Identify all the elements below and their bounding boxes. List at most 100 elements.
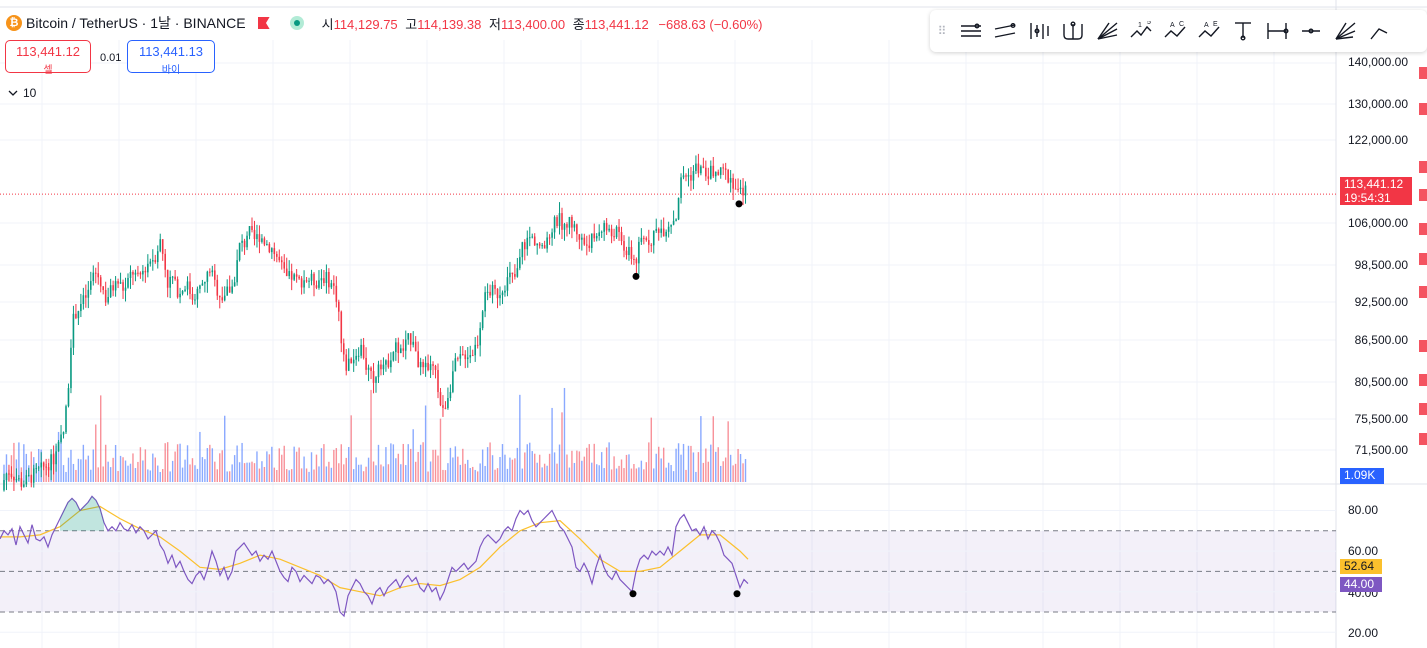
volume-bar [335, 448, 338, 482]
indicator-toggle[interactable]: 10 [5, 84, 39, 102]
volume-bar [561, 412, 563, 482]
candle-body [147, 263, 149, 273]
volume-bar [370, 389, 372, 482]
volume-bar [563, 387, 566, 482]
candle-body [538, 243, 541, 246]
candle-body [667, 226, 670, 232]
volume-bar [206, 448, 209, 482]
volume-bar [95, 424, 97, 482]
volume-bar [459, 464, 462, 482]
sell-button[interactable]: 113,441.12 셀 [5, 40, 91, 76]
candle-body [30, 475, 33, 483]
price-label-9: 71,500.00 [1354, 443, 1408, 457]
volume-bar [330, 467, 333, 482]
fib-retracement-icon[interactable] [1026, 18, 1052, 44]
candle-body [615, 226, 618, 238]
gann-fan-icon[interactable] [1094, 18, 1120, 44]
volume-bar [729, 454, 732, 482]
candle-body [682, 175, 685, 178]
pen-icon[interactable] [1366, 18, 1392, 44]
candle-body [613, 236, 615, 238]
volume-bar [211, 448, 214, 482]
candle-body [506, 277, 509, 291]
candle-body [516, 268, 519, 277]
candle-body [526, 237, 529, 250]
candle-body [231, 286, 233, 293]
volume-bar [293, 446, 295, 482]
volume-bar [288, 470, 290, 482]
volume-bar [25, 453, 28, 482]
buy-button[interactable]: 113,441.13 바이 [127, 40, 215, 76]
buy-label: 바이 [161, 65, 181, 76]
volume-bar [169, 471, 171, 482]
horizontal-lines-icon[interactable] [958, 18, 984, 44]
candle-body [288, 271, 290, 277]
candle-body [216, 279, 219, 296]
candle-body [665, 231, 667, 237]
drag-handle-icon[interactable]: ⠿ [937, 24, 947, 38]
candle-body [92, 272, 95, 282]
volume-bar [615, 468, 618, 482]
volume-bar [13, 442, 15, 482]
volume-bar [97, 467, 99, 482]
volume-bar [509, 457, 511, 482]
volume-bar [199, 431, 201, 482]
volume-bar [662, 447, 665, 482]
volume-bar [377, 444, 380, 482]
axis-marker [1419, 67, 1427, 79]
volume-bar [640, 460, 643, 482]
candle-body [52, 454, 55, 465]
svg-text:A: A [1204, 22, 1209, 29]
candle-body [80, 303, 82, 312]
volume-bar [484, 465, 486, 482]
volume-bar [268, 454, 271, 482]
volume-bar [385, 447, 387, 482]
volume-bar [362, 471, 365, 482]
candle-body [94, 272, 97, 274]
volume-bar [286, 469, 288, 482]
price-label-5: 92,500.00 [1354, 295, 1408, 309]
candle-body [352, 359, 355, 364]
candle-body [638, 241, 640, 264]
change-value: −688.63 (−0.60%) [658, 16, 763, 32]
candle-body [263, 238, 266, 245]
candle-body [595, 236, 598, 239]
rsi-ma-tag: 52.64 [1340, 559, 1382, 574]
candle-body [625, 250, 628, 256]
symbol-title[interactable]: Bitcoin / TetherUS · 1날 · BINANCE [26, 15, 246, 31]
volume-bar [692, 452, 695, 482]
volume-bar [181, 467, 184, 482]
candle-body [273, 248, 276, 255]
volume-bar [303, 456, 305, 482]
candle-body [687, 175, 690, 177]
svg-text:5: 5 [1147, 21, 1151, 26]
candle-body [285, 268, 288, 277]
candle-body [57, 441, 60, 452]
close-label: 종 [572, 16, 585, 32]
candle-body [112, 285, 114, 291]
parallel-channel-icon[interactable] [992, 18, 1018, 44]
date-range-icon[interactable] [1264, 18, 1290, 44]
candle-body [462, 354, 464, 356]
volume-bar [717, 447, 719, 482]
volume-bar [184, 459, 186, 482]
horizontal-ray-icon[interactable] [1298, 18, 1324, 44]
candle-body [271, 248, 273, 253]
volume-bar [38, 449, 40, 482]
volume-bar [392, 444, 395, 482]
volume-bar [427, 471, 429, 482]
candle-body [546, 237, 548, 249]
fib-fan-icon[interactable] [1332, 18, 1358, 44]
last-price-tag: 113,441.12 19:54:31 [1340, 177, 1412, 205]
candle-body [409, 333, 412, 345]
flag-icon[interactable] [257, 17, 270, 29]
volume-tag: 1.09K [1340, 468, 1384, 484]
long-position-icon[interactable] [1230, 18, 1256, 44]
volume-bar [77, 458, 80, 482]
candle-body [184, 289, 186, 291]
pitchfork-icon[interactable] [1060, 18, 1086, 44]
